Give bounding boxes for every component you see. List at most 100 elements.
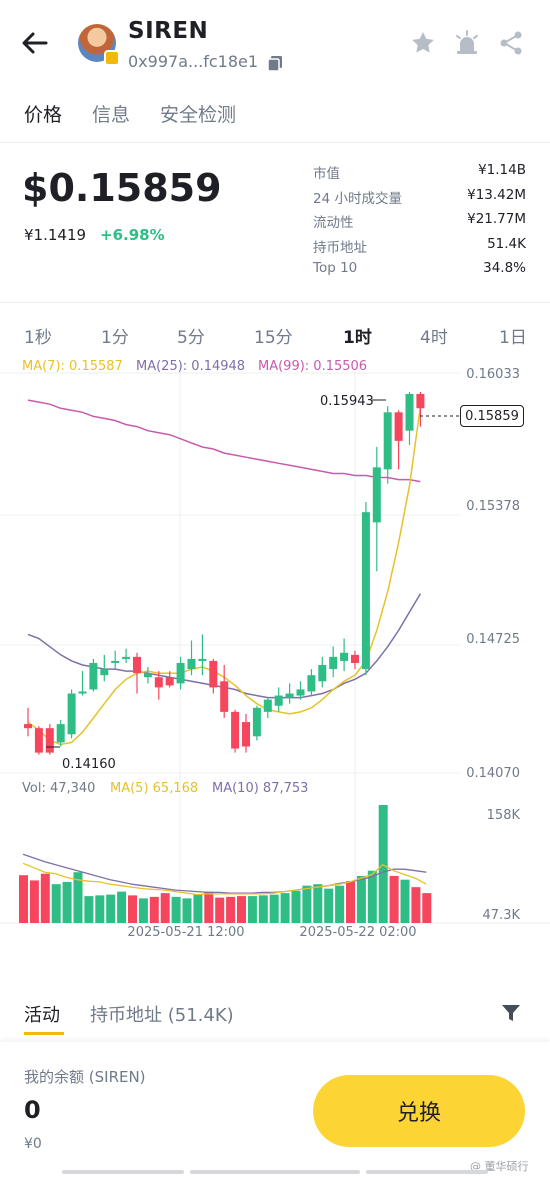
volume-bar	[367, 870, 377, 923]
home-indicator	[190, 1170, 360, 1174]
tab-security-check[interactable]: 安全检测	[160, 104, 237, 126]
candle	[154, 677, 163, 688]
candle	[285, 693, 294, 698]
volume-bar	[73, 872, 83, 923]
candle	[67, 693, 76, 735]
stat-market-cap: 市值 ¥1.14B	[313, 162, 526, 182]
token-name: SIREN	[128, 18, 209, 44]
ma99-legend: MA(99): 0.15506	[258, 359, 368, 374]
volume-bar	[313, 884, 323, 923]
swap-button[interactable]: 兑换	[313, 1075, 525, 1147]
volume-axis-label: 158K	[487, 808, 521, 823]
balance-label: 我的余额 (SIREN)	[24, 1068, 146, 1086]
filter-icon[interactable]	[500, 1002, 522, 1024]
candle	[198, 658, 207, 661]
volume-bar	[411, 887, 421, 923]
candle	[340, 652, 349, 661]
volume-bar	[40, 873, 50, 923]
share-icon[interactable]	[498, 30, 524, 56]
volume-bar	[237, 896, 246, 923]
token-address: 0x997a...fc18e1	[128, 52, 259, 71]
volume-bar	[302, 885, 312, 923]
candle	[133, 656, 141, 674]
tab-holders[interactable]: 持币地址 (51.4K)	[90, 1005, 234, 1026]
interval-5m[interactable]: 5分	[177, 328, 205, 348]
volume-axis-label: 47.3K	[483, 908, 521, 923]
watermark: @ 董华硕行	[470, 1160, 529, 1173]
time-axis-label: 2025-05-21 12:00	[127, 925, 244, 940]
volume-bar	[247, 896, 257, 923]
volume-bar	[19, 875, 28, 923]
candle	[372, 467, 381, 523]
interval-1s[interactable]: 1秒	[24, 328, 52, 348]
price-axis-label: 0.14070	[466, 766, 520, 781]
volume-bar	[346, 881, 355, 923]
candle	[296, 689, 305, 696]
candle	[361, 512, 370, 670]
candle	[242, 722, 250, 747]
last-price-tag: 0.15859	[460, 405, 524, 427]
balance-value: 0	[24, 1096, 41, 1124]
ma99-line	[27, 399, 421, 483]
candle	[220, 681, 229, 712]
tab-price[interactable]: 价格	[24, 104, 63, 126]
candle	[351, 654, 359, 663]
candle	[24, 724, 32, 729]
balance-cny: ¥0	[24, 1136, 42, 1152]
candle	[383, 412, 392, 470]
volume-bar	[193, 894, 203, 923]
price-divider	[0, 302, 550, 303]
volume-bar	[138, 898, 148, 923]
alert-siren-icon[interactable]	[454, 30, 480, 56]
high-price-label: 0.15943	[320, 394, 374, 409]
volume-bar	[226, 896, 236, 923]
volume-bar	[106, 894, 116, 923]
volume-bar	[84, 896, 94, 923]
price-cny: ¥1.1419	[24, 226, 87, 244]
candle	[263, 699, 272, 712]
tab-info[interactable]: 信息	[92, 104, 131, 126]
volume-bar	[182, 898, 192, 923]
interval-1d[interactable]: 1日	[499, 328, 527, 348]
candle	[165, 677, 174, 686]
candle	[143, 673, 152, 678]
tabs-divider	[0, 142, 550, 143]
ma25-legend: MA(25): 0.14948	[136, 359, 246, 374]
volume-bar	[291, 890, 301, 923]
price-axis-label: 0.16033	[466, 367, 520, 382]
interval-1m[interactable]: 1分	[101, 328, 129, 348]
vol-ma10-legend: MA(10) 87,753	[212, 781, 309, 796]
volume-bar	[95, 895, 105, 923]
candle	[416, 393, 425, 409]
star-icon[interactable]	[410, 30, 436, 56]
volume-bar	[378, 805, 388, 923]
interval-4h[interactable]: 4时	[420, 328, 448, 348]
volume-bar	[400, 879, 410, 923]
candle	[209, 660, 218, 688]
stat-liquidity: 流动性 ¥21.77M	[313, 211, 526, 231]
candle	[78, 691, 87, 694]
price-change: +6.98%	[100, 226, 165, 244]
candle	[111, 660, 120, 663]
volume-bar	[324, 888, 334, 923]
volume-bar	[280, 893, 290, 923]
back-arrow-icon[interactable]	[18, 26, 52, 60]
stat-holders: 持币地址 51.4K	[313, 235, 526, 256]
copy-icon[interactable]	[266, 54, 284, 72]
token-stats: 市值 ¥1.14B 24 小时成交量 ¥13.42M 流动性 ¥21.77M 持币地址…	[313, 162, 526, 285]
low-price-label: 0.14160	[62, 757, 116, 772]
candle	[252, 707, 261, 737]
price-chart[interactable]: 0.16033 0.15378 0.14725 0.14070 158K 47.3K 202…	[0, 355, 550, 945]
interval-15m[interactable]: 15分	[254, 328, 293, 348]
home-indicator	[366, 1170, 488, 1174]
volume-bar	[258, 895, 268, 923]
ma7-legend: MA(7): 0.15587	[22, 359, 123, 374]
candle	[187, 658, 196, 670]
volume-bar	[204, 891, 214, 923]
stat-top10: Top 10 34.8%	[313, 260, 526, 276]
volume-bar	[149, 896, 159, 923]
candle	[34, 728, 43, 753]
tab-activity[interactable]: 活动	[24, 1005, 60, 1026]
volume-bar	[389, 875, 399, 923]
interval-1h[interactable]: 1时	[343, 328, 372, 348]
